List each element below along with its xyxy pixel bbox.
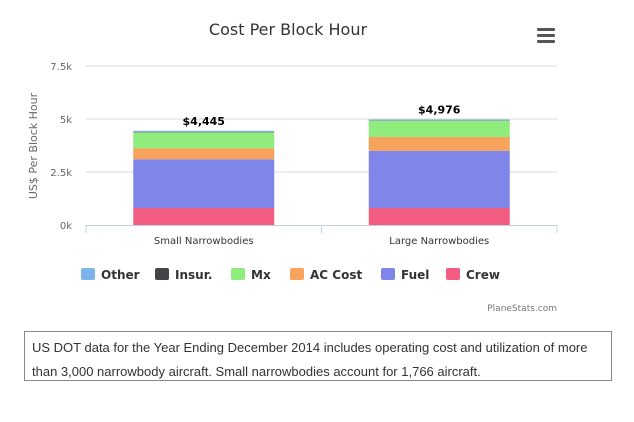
x-tick-label: Small Narrowbodies (154, 236, 254, 247)
bar-segment (368, 150, 510, 209)
chart-menu-button[interactable] (535, 28, 557, 48)
bar-segment (133, 130, 275, 133)
legend-item[interactable]: AC Cost (290, 268, 362, 282)
chart-title: Cost Per Block Hour (209, 20, 368, 39)
legend-item[interactable]: Insur. (155, 268, 212, 282)
legend-item[interactable]: Crew (446, 268, 500, 282)
legend-label: Fuel (401, 268, 429, 282)
legend-swatch (81, 268, 95, 280)
bar-segment (368, 137, 510, 151)
y-tick-label: 5k (60, 115, 72, 126)
bar-segment (133, 132, 275, 149)
bar-segment (368, 120, 510, 138)
bar-segment (368, 208, 510, 225)
stacked-bar-chart: Cost Per Block Hour US$ Per Block Hour P… (27, 20, 558, 314)
legend-swatch (231, 268, 245, 280)
total-data-label: $4,445 (183, 115, 225, 128)
y-tick-label: 2.5k (50, 168, 72, 179)
legend-label: Mx (251, 268, 271, 282)
y-tick-label: 7.5k (50, 62, 72, 73)
legend-label: Crew (466, 268, 500, 282)
total-data-label: $4,976 (418, 104, 461, 117)
y-axis-title: US$ Per Block Hour (27, 92, 40, 199)
legend-swatch (446, 268, 460, 280)
legend-swatch (155, 268, 169, 280)
x-tick-label: Large Narrowbodies (389, 236, 489, 247)
description-note: US DOT data for the Year Ending December… (24, 331, 612, 381)
legend-item[interactable]: Other (81, 268, 140, 282)
legend-swatch (381, 268, 395, 280)
credits-link[interactable]: PlaneStats.com (487, 304, 557, 314)
bar-segment (133, 208, 275, 225)
legend-label: Other (101, 268, 140, 282)
bar-segment (368, 119, 510, 121)
chart-container: Cost Per Block Hour US$ Per Block Hour P… (27, 20, 558, 314)
legend-item[interactable]: Fuel (381, 268, 429, 282)
legend-item[interactable]: Mx (231, 268, 271, 282)
legend-label: AC Cost (310, 268, 362, 282)
legend-label: Insur. (175, 268, 212, 282)
legend-swatch (290, 268, 304, 280)
y-tick-label: 0k (60, 221, 72, 232)
bar-segment (133, 159, 275, 209)
bar-segment (133, 148, 275, 160)
